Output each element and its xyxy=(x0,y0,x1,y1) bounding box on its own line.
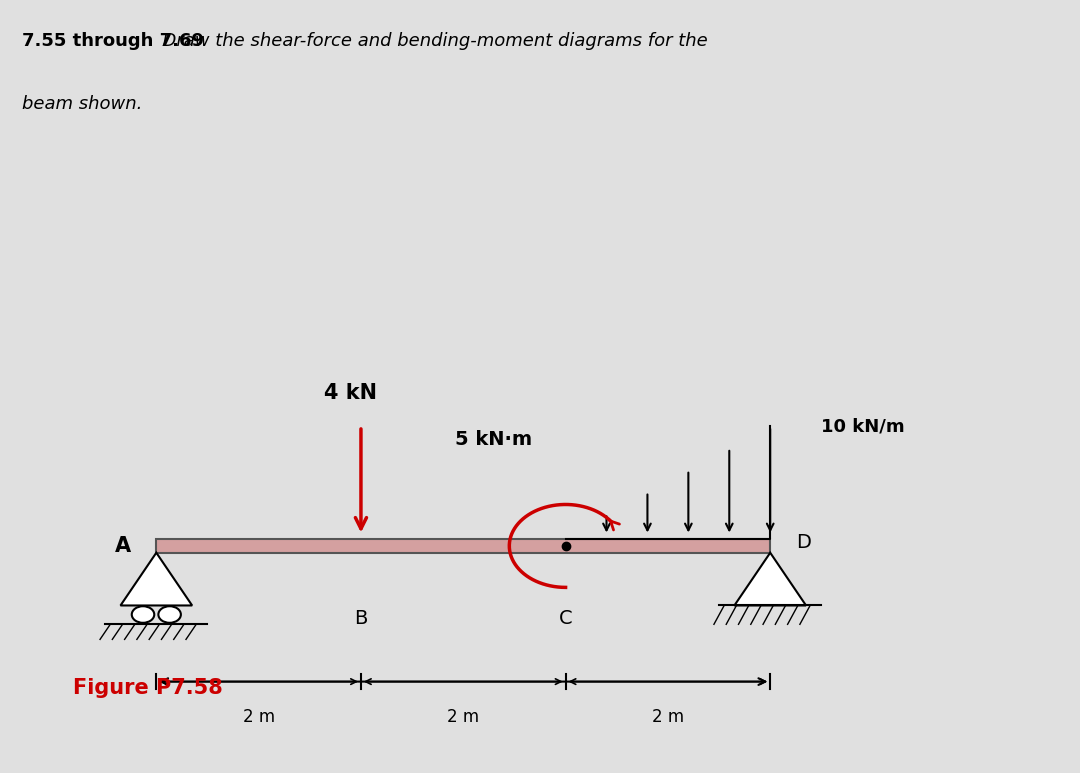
Text: 5 kN·m: 5 kN·m xyxy=(456,430,532,448)
Text: 2 m: 2 m xyxy=(652,708,684,726)
Polygon shape xyxy=(121,553,192,605)
Text: 2 m: 2 m xyxy=(447,708,480,726)
Circle shape xyxy=(159,606,180,623)
Text: 4 kN: 4 kN xyxy=(324,383,377,404)
Text: C: C xyxy=(558,609,572,628)
Text: 7.55 through 7.69: 7.55 through 7.69 xyxy=(22,32,204,50)
Text: 10 kN/m: 10 kN/m xyxy=(822,417,905,435)
Text: beam shown.: beam shown. xyxy=(22,95,141,113)
Circle shape xyxy=(132,606,154,623)
Text: 2 m: 2 m xyxy=(243,708,274,726)
Text: Figure P7.58: Figure P7.58 xyxy=(73,678,224,698)
Text: A: A xyxy=(114,536,131,556)
Text: D: D xyxy=(796,533,811,552)
Polygon shape xyxy=(734,553,806,605)
Polygon shape xyxy=(157,539,770,553)
Text: Draw the shear-force and bending-moment diagrams for the: Draw the shear-force and bending-moment … xyxy=(151,32,708,50)
Text: B: B xyxy=(354,609,367,628)
